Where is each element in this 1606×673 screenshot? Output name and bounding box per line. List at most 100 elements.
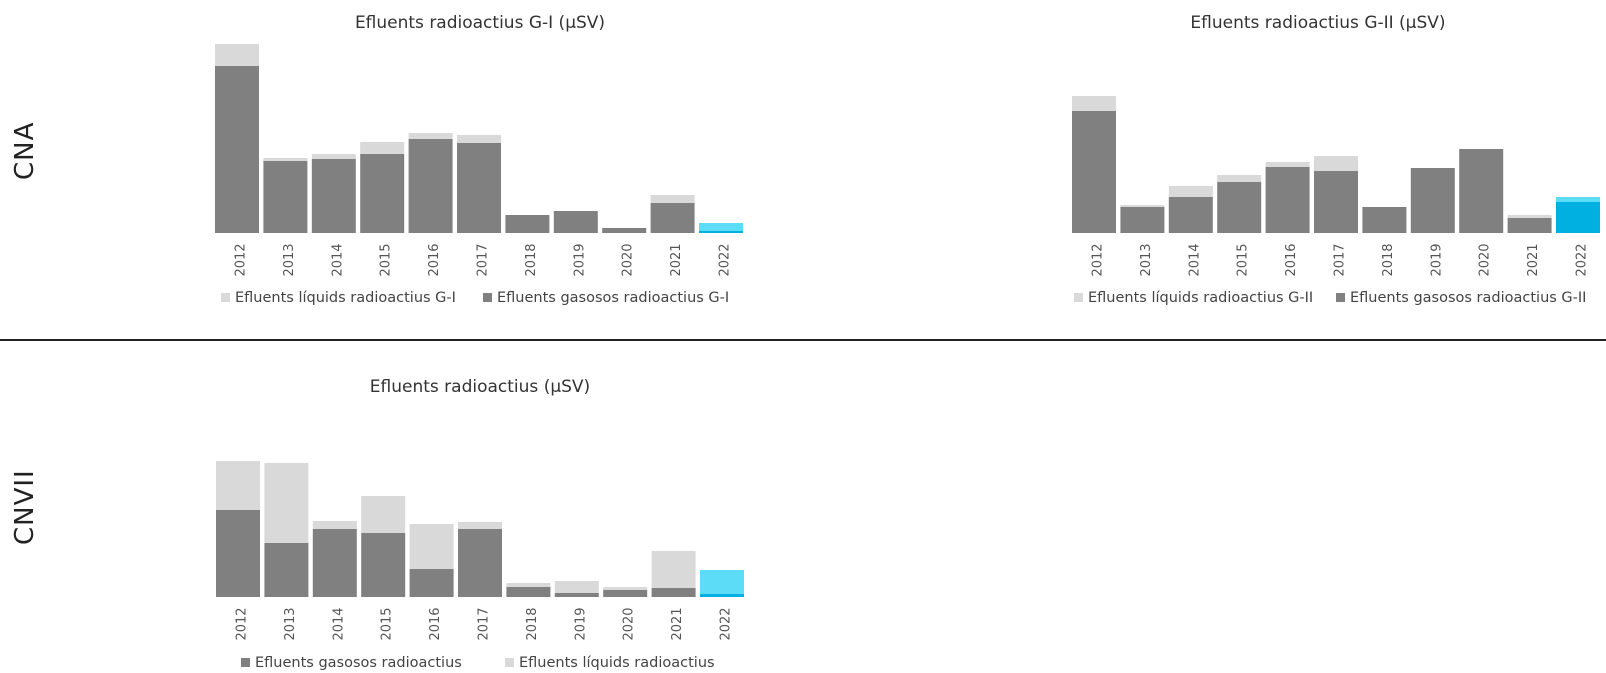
bar-gasosos-2012 (216, 510, 260, 597)
bar-liquids-2014 (312, 521, 357, 529)
bar-liquids-2016 (409, 524, 454, 569)
bar-gasosos-2021 (1507, 218, 1552, 233)
bar-liquids-2013 (264, 463, 309, 543)
bar-gasosos-2013 (1120, 207, 1165, 233)
bar-liquids-2021 (650, 195, 695, 203)
chart-title: Efluents radioactius (µSV) (370, 377, 590, 397)
tick-label-2013: 2013 (282, 243, 297, 276)
chart-title: Efluents radioactius G-II (µSV) (1190, 13, 1445, 33)
bar-liquids-2016 (408, 133, 453, 139)
tick-label-2016: 2016 (428, 607, 443, 640)
tick-label-2022: 2022 (718, 243, 733, 276)
tick-label-2020: 2020 (1478, 243, 1493, 276)
bar-gasosos-2022 (1556, 202, 1600, 233)
bar-liquids-2022 (700, 570, 744, 594)
bar-liquids-2022 (699, 223, 743, 231)
bar-liquids-2012 (215, 44, 259, 66)
bar-gasosos-2012 (1072, 111, 1116, 233)
legend-label-gasosos: Efluents gasosos radioactius (255, 655, 462, 671)
tick-label-2019: 2019 (572, 243, 587, 276)
bar-liquids-2013 (1120, 205, 1165, 207)
tick-label-2019: 2019 (573, 607, 588, 640)
legend-swatch-gasosos (241, 658, 250, 667)
bar-gasosos-2016 (1265, 167, 1310, 233)
bar-liquids-2019 (554, 581, 599, 593)
tick-label-2013: 2013 (283, 607, 298, 640)
chart-title: Efluents radioactius G-I (µSV) (355, 13, 605, 33)
bar-gasosos-2020 (602, 228, 647, 233)
bar-gasosos-2018 (1362, 207, 1407, 233)
tick-label-2018: 2018 (1381, 243, 1396, 276)
legend-swatch-liquids (221, 293, 230, 302)
bar-gasosos-2012 (215, 66, 259, 233)
bar-gasosos-2014 (312, 529, 357, 597)
tick-label-2012: 2012 (234, 243, 249, 276)
tick-label-2022: 2022 (719, 607, 734, 640)
bar-gasosos-2016 (409, 569, 454, 597)
tick-label-2020: 2020 (621, 243, 636, 276)
tick-label-2015: 2015 (379, 243, 394, 276)
tick-label-2022: 2022 (1575, 243, 1590, 276)
tick-label-2020: 2020 (622, 607, 637, 640)
bar-liquids-2021 (1507, 215, 1552, 218)
tick-label-2014: 2014 (330, 243, 345, 276)
bar-liquids-2015 (361, 496, 406, 533)
bar-gasosos-2020 (1459, 149, 1504, 233)
tick-label-2021: 2021 (1526, 243, 1541, 276)
bar-gasosos-2014 (1168, 197, 1213, 233)
bar-gasosos-2018 (506, 587, 551, 597)
bar-gasosos-2022 (699, 231, 743, 233)
tick-label-2016: 2016 (427, 243, 442, 276)
bar-liquids-2014 (1168, 186, 1213, 197)
bar-gasosos-2020 (603, 590, 648, 597)
bar-liquids-2020 (603, 587, 648, 590)
bar-liquids-2017 (1314, 156, 1358, 171)
bar-liquids-2012 (1072, 96, 1116, 111)
bar-liquids-2022 (1556, 197, 1600, 202)
bar-gasosos-2013 (264, 543, 309, 597)
bar-liquids-2017 (457, 135, 501, 143)
tick-label-2017: 2017 (1333, 243, 1348, 276)
bar-gasosos-2016 (408, 139, 453, 233)
tick-label-2018: 2018 (525, 607, 540, 640)
bar-gasosos-2017 (1314, 171, 1358, 233)
bar-liquids-2015 (1217, 175, 1262, 182)
legend-swatch-liquids (1074, 293, 1083, 302)
bar-liquids-2013 (263, 158, 308, 161)
bar-gasosos-2019 (553, 211, 598, 233)
bar-liquids-2017 (458, 522, 502, 529)
legend-label-liquids: Efluents líquids radioactius G-II (1088, 290, 1313, 306)
bar-gasosos-2018 (505, 215, 550, 233)
tick-label-2021: 2021 (669, 243, 684, 276)
tick-label-2021: 2021 (670, 607, 685, 640)
tick-label-2017: 2017 (476, 243, 491, 276)
bar-gasosos-2015 (361, 533, 406, 597)
bar-gasosos-2017 (458, 529, 502, 597)
bar-gasosos-2021 (650, 203, 695, 233)
bar-gasosos-2015 (360, 154, 405, 233)
legend-label-liquids: Efluents líquids radioactius G-I (235, 290, 456, 306)
row-divider (0, 339, 1606, 341)
legend-label-liquids: Efluents líquids radioactius (519, 655, 715, 671)
tick-label-2012: 2012 (235, 607, 250, 640)
bar-gasosos-2021 (651, 588, 696, 597)
bar-gasosos-2014 (311, 159, 356, 233)
legend-swatch-liquids (505, 658, 514, 667)
tick-label-2017: 2017 (477, 607, 492, 640)
bar-gasosos-2019 (1410, 168, 1455, 233)
bar-gasosos-2019 (554, 593, 599, 597)
tick-label-2013: 2013 (1139, 243, 1154, 276)
bar-gasosos-2015 (1217, 182, 1262, 233)
tick-label-2015: 2015 (380, 607, 395, 640)
tick-label-2014: 2014 (331, 607, 346, 640)
bar-gasosos-2022 (700, 594, 744, 597)
tick-label-2016: 2016 (1284, 243, 1299, 276)
bar-liquids-2021 (651, 551, 696, 588)
bar-gasosos-2013 (263, 161, 308, 233)
legend-swatch-gasosos (1336, 293, 1345, 302)
bar-liquids-2015 (360, 142, 405, 154)
legend-label-gasosos: Efluents gasosos radioactius G-I (497, 290, 729, 306)
bar-liquids-2014 (311, 154, 356, 159)
bar-liquids-2012 (216, 461, 260, 510)
